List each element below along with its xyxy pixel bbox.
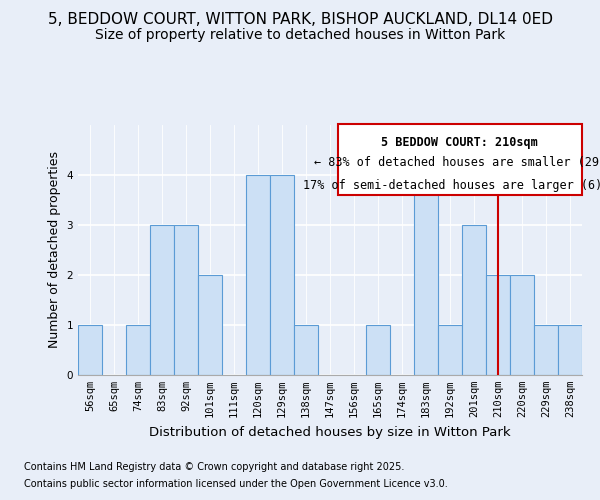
Bar <box>198 275 222 375</box>
Text: ← 83% of detached houses are smaller (29): ← 83% of detached houses are smaller (29… <box>314 156 600 169</box>
Text: Size of property relative to detached houses in Witton Park: Size of property relative to detached ho… <box>95 28 505 42</box>
Bar <box>558 325 582 375</box>
Bar <box>414 175 438 375</box>
Text: 5, BEDDOW COURT, WITTON PARK, BISHOP AUCKLAND, DL14 0ED: 5, BEDDOW COURT, WITTON PARK, BISHOP AUC… <box>47 12 553 28</box>
Bar <box>78 325 102 375</box>
Text: Contains public sector information licensed under the Open Government Licence v3: Contains public sector information licen… <box>24 479 448 489</box>
Bar <box>294 325 318 375</box>
Bar <box>246 175 270 375</box>
Bar <box>150 225 174 375</box>
Bar <box>366 325 390 375</box>
Text: Contains HM Land Registry data © Crown copyright and database right 2025.: Contains HM Land Registry data © Crown c… <box>24 462 404 472</box>
Bar <box>510 275 534 375</box>
Bar <box>486 275 510 375</box>
Bar <box>338 124 582 195</box>
Text: 5 BEDDOW COURT: 210sqm: 5 BEDDOW COURT: 210sqm <box>382 136 538 149</box>
Bar <box>126 325 150 375</box>
Bar <box>462 225 486 375</box>
Bar <box>438 325 462 375</box>
Bar <box>270 175 294 375</box>
Bar <box>174 225 198 375</box>
Y-axis label: Number of detached properties: Number of detached properties <box>48 152 61 348</box>
X-axis label: Distribution of detached houses by size in Witton Park: Distribution of detached houses by size … <box>149 426 511 438</box>
Text: 17% of semi-detached houses are larger (6) →: 17% of semi-detached houses are larger (… <box>303 179 600 192</box>
Bar <box>534 325 558 375</box>
